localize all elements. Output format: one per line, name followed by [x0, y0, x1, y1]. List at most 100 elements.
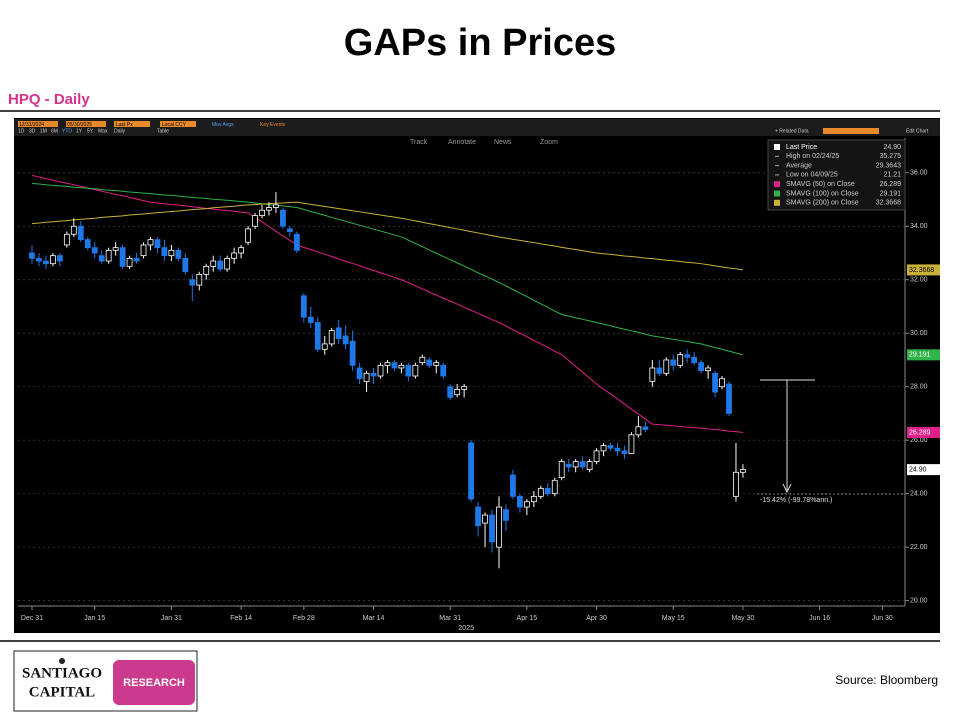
- toolbar-item: Key Events: [260, 122, 286, 128]
- toolbar-item: Edit Chart: [906, 128, 929, 134]
- field-select-text: Last Px: [116, 122, 133, 128]
- candle-body: [698, 362, 705, 372]
- year-label: 2025: [458, 625, 474, 632]
- range-button: Max: [98, 128, 108, 134]
- range-button: 1D: [18, 128, 25, 134]
- candle-body: [210, 260, 217, 267]
- candle-body: [245, 228, 251, 243]
- y-tick-label: 20.00: [910, 597, 928, 604]
- candle-body: [572, 461, 579, 468]
- legend-value: 29.191: [880, 190, 902, 197]
- source: Source: Bloomberg: [835, 673, 938, 687]
- toolbar: [14, 119, 940, 136]
- candle-body: [224, 257, 231, 270]
- candle-body: [496, 506, 502, 548]
- price-tag-text: 24.90: [909, 466, 927, 473]
- candle-body: [112, 247, 119, 251]
- range-button: YTD: [62, 128, 72, 134]
- candle-body: [98, 255, 105, 262]
- candle-body: [593, 450, 600, 462]
- range-button: 3D: [29, 128, 36, 134]
- candle-body: [412, 364, 419, 377]
- x-tick-label: Jun 16: [809, 615, 830, 622]
- chart-tool: Zoom: [540, 139, 558, 146]
- candle-body: [670, 359, 677, 366]
- subtitle: HPQ - Daily: [8, 91, 90, 108]
- candle-body: [238, 247, 245, 254]
- candle-body: [307, 316, 314, 323]
- candle-body: [50, 255, 56, 265]
- x-tick-label: Jan 31: [161, 615, 182, 622]
- candle-body: [300, 295, 307, 318]
- candle-body: [175, 249, 182, 259]
- candle-body: [719, 378, 725, 388]
- y-tick-label: 28.00: [910, 384, 928, 391]
- candle-body: [252, 215, 258, 227]
- candle-body: [517, 495, 523, 508]
- toolbar-item: Mov Avgs: [212, 122, 234, 128]
- date-field: [18, 121, 58, 127]
- range-button: 1M: [40, 128, 47, 134]
- candle-body: [56, 255, 63, 262]
- candle-body: [231, 252, 238, 259]
- date-field-text: 12/31/2024: [19, 122, 44, 128]
- legend-label: Last Price: [786, 144, 817, 151]
- logo-emblem: [59, 658, 65, 664]
- logo-text: CAPITAL: [29, 684, 95, 700]
- legend-value: 26.289: [880, 181, 902, 188]
- candle-body: [468, 442, 475, 500]
- candle-body: [663, 359, 670, 374]
- candle-body: [433, 362, 440, 366]
- legend-label: High on 02/24/25: [786, 153, 839, 160]
- legend-value: 32.3668: [876, 200, 901, 207]
- legend-value: 29.3643: [876, 162, 901, 169]
- candle-body: [537, 487, 544, 497]
- x-tick-label: May 15: [662, 615, 685, 622]
- candle-body: [614, 447, 621, 452]
- y-tick-label: 30.00: [910, 330, 928, 337]
- toolbar-item: + Related Data: [775, 128, 809, 134]
- candle-body: [628, 434, 635, 454]
- candle-body: [447, 386, 454, 398]
- candle-body: [259, 209, 265, 216]
- x-tick-label: Mar 31: [439, 615, 461, 622]
- x-tick-label: Apr 30: [586, 615, 607, 622]
- y-tick-label: 26.00: [910, 437, 928, 444]
- logo-text: SANTIAGO: [22, 665, 102, 681]
- currency-select-text: Local CCY: [162, 122, 187, 128]
- candle-body: [705, 367, 711, 372]
- candle-body: [635, 426, 642, 436]
- legend-value: 21.21: [883, 172, 901, 179]
- annotation: -15.42% (-99.78%ann.): [760, 497, 832, 504]
- candle-body: [203, 265, 210, 275]
- range-button: 5Y: [87, 128, 94, 134]
- x-tick-label: Feb 28: [293, 615, 315, 622]
- candle-body: [656, 367, 663, 374]
- candle-body: [530, 495, 537, 503]
- candle-body: [182, 257, 189, 273]
- candle-body: [349, 340, 356, 366]
- candle-body: [565, 463, 572, 468]
- candle-body: [419, 356, 426, 364]
- slide-title: GAPs in Prices: [344, 22, 616, 64]
- candle-body: [370, 372, 377, 377]
- candle-body: [293, 233, 300, 251]
- legend-value: 35.275: [880, 153, 902, 160]
- price-tag-text: 26.289: [909, 429, 931, 436]
- candle-body: [286, 228, 293, 233]
- candle-body: [168, 249, 175, 257]
- candle-body: [328, 330, 335, 345]
- y-tick-label: 24.00: [910, 491, 928, 498]
- candle-body: [558, 461, 565, 479]
- y-tick-label: 36.00: [910, 170, 928, 177]
- candle-body: [147, 239, 154, 246]
- legend-label: SMAVG (100) on Close: [786, 190, 859, 197]
- candle-body: [503, 509, 509, 521]
- legend-label: SMAVG (200) on Close: [786, 200, 859, 207]
- legend-box: [767, 139, 906, 211]
- price-tag: [907, 464, 940, 476]
- legend-value: 24.90: [883, 144, 901, 151]
- candle-body: [70, 225, 77, 235]
- candle-body: [154, 239, 161, 249]
